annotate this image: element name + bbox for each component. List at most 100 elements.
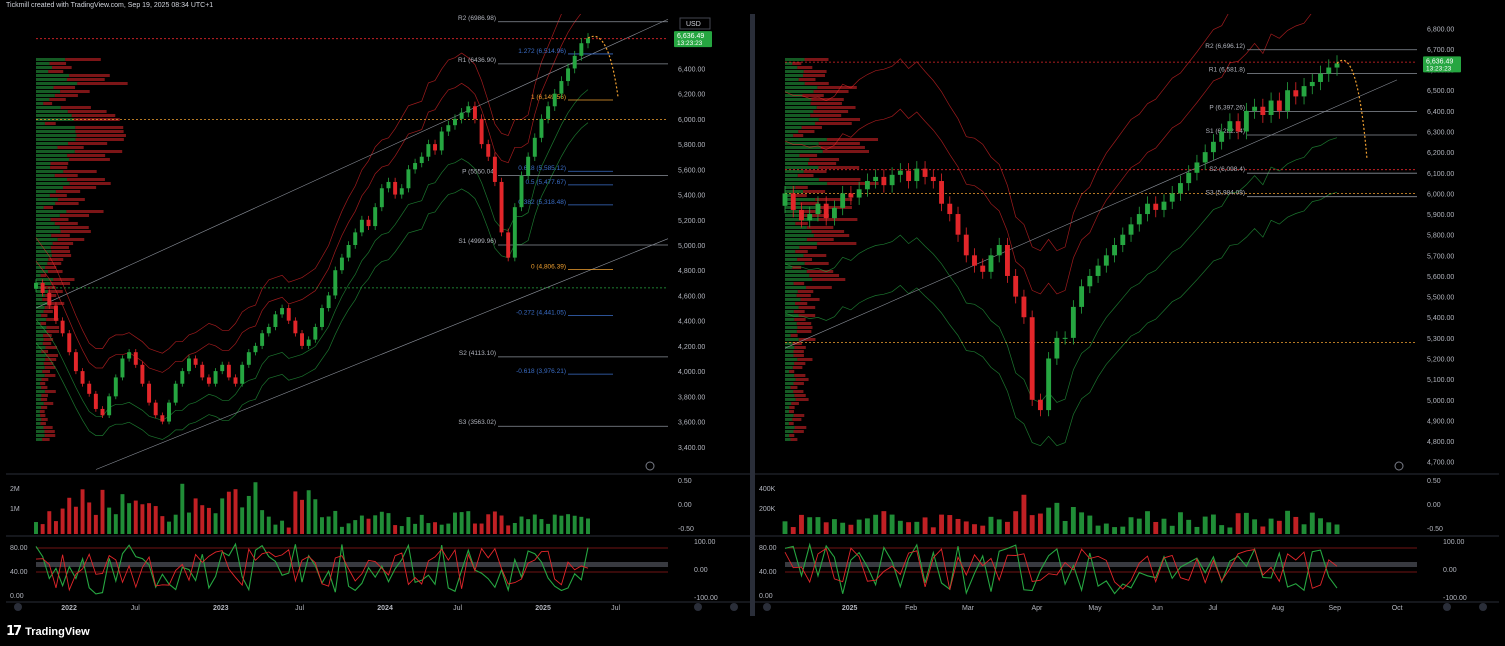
candle-body [320,308,324,327]
candle-body [186,358,191,372]
volume-profile-bar [36,402,44,405]
volume-bar [1194,526,1200,534]
price-tick-label: 6,000.00 [678,117,705,124]
log-scale-icon[interactable] [1479,603,1487,611]
header-bar: Tickmill created with TradingView.com, S… [0,0,1505,14]
volume-profile-bar [803,74,826,77]
volume-profile-bar [785,282,794,285]
volume-profile-bar [51,282,71,285]
candle-body [220,364,225,372]
candle-body [446,125,451,132]
volume-profile-bar [42,438,50,441]
volume-profile-bar [799,246,817,249]
candle-body [406,169,411,189]
price-tick-label: 6,300.00 [1427,130,1454,137]
candle-body [897,170,903,175]
zoom-icon[interactable] [14,603,22,611]
volume-profile-bar [36,170,64,173]
chart-panel-left[interactable]: 6,600.006,400.006,200.006,000.005,800.00… [6,14,750,616]
auto-scale-icon[interactable] [694,603,702,611]
volume-profile-bar [59,226,89,229]
zoom-icon[interactable] [763,603,771,611]
settings-gear-icon[interactable] [1394,461,1404,471]
envelope-band-line [35,89,589,421]
volume-bar [240,507,245,534]
volume-profile-bar [57,198,85,201]
volume-bar [253,482,258,534]
volume-profile-bar [69,158,110,161]
chart-panel-right[interactable]: 6,800.006,700.006,600.006,500.006,400.00… [755,14,1499,616]
volume-bar [848,524,854,534]
chart-right-svg[interactable]: 6,800.006,700.006,600.006,500.006,400.00… [755,14,1499,616]
volume-bar [790,527,796,534]
volume-profile-bar [51,234,70,237]
volume-profile-bar [36,154,68,157]
volume-profile-bar [785,146,821,149]
volume-bar [1285,510,1291,534]
volume-profile-bar [785,74,804,77]
volume-profile-bar [45,354,58,357]
price-tick-label: 4,600.00 [678,293,705,300]
volume-bar [1260,526,1266,534]
volume-profile-bar [50,166,68,169]
volume-profile-bar [36,430,45,433]
volume-profile-bar [785,378,796,381]
volume-bar [1062,520,1068,534]
volume-profile-bar [44,306,56,309]
candle-body [922,168,928,177]
volume-profile-bar [36,118,74,121]
price-tick-label: 4,800.00 [1427,439,1454,446]
chart-left-svg[interactable]: 6,600.006,400.006,200.006,000.005,800.00… [6,14,750,616]
tradingview-logo[interactable]: 17 TradingView [6,624,90,639]
volume-profile-bar [811,230,845,233]
volume-profile-bar [53,278,75,281]
volume-profile-bar [36,254,52,257]
volume-profile-bar [42,370,51,373]
volume-bar [193,498,198,534]
header-caption: Tickmill created with TradingView.com, S… [6,2,214,9]
volume-bar [823,522,829,534]
volume-profile-bar [815,122,852,125]
volume-bar [873,514,879,534]
candle-body [566,68,571,82]
candle-body [346,245,351,258]
volume-profile-bar [36,218,51,221]
currency-badge[interactable] [679,17,711,30]
volume-profile-bar [785,166,819,169]
volume-profile-bar [785,386,791,389]
volume-profile-bar [785,142,819,145]
pivot-level-label: R1 (6436.90) [458,57,496,64]
volume-profile-bar [36,354,46,357]
auto-scale-icon[interactable] [1443,603,1451,611]
settings-gear-icon[interactable] [645,461,655,471]
pivot-level-label: S2 (4113.10) [459,350,496,357]
price-tick-label: 6,400.00 [678,66,705,73]
volume-profile-bar [36,58,66,61]
volume-bar [1145,511,1150,534]
candle-body [831,207,837,219]
volume-profile-bar [43,310,53,313]
volume-profile-bar [818,166,860,169]
oscillator-right-label: 0.00 [1443,567,1457,574]
panel-divider[interactable] [750,14,755,616]
volume-profile-bar [785,66,798,69]
volume-profile-bar [36,302,49,305]
volume-bar [1169,525,1175,534]
volume-bar [1252,519,1258,534]
candle-body [353,232,358,245]
volume-profile-bar [43,402,54,405]
candle-body [1145,203,1150,215]
volume-profile-bar [36,306,45,309]
volume-profile-bar [41,418,48,421]
volume-bar [286,527,291,534]
volume-profile-bar [36,62,50,65]
volume-bar [399,526,404,534]
volume-right-label: 0.50 [1427,478,1441,485]
volume-bar [988,516,994,534]
volume-profile-bar [42,342,52,345]
log-scale-icon[interactable] [730,603,738,611]
volume-bar [1219,525,1225,534]
volume-profile-bar [785,262,805,265]
volume-profile-bar [785,338,799,341]
candle-body [1112,245,1117,256]
